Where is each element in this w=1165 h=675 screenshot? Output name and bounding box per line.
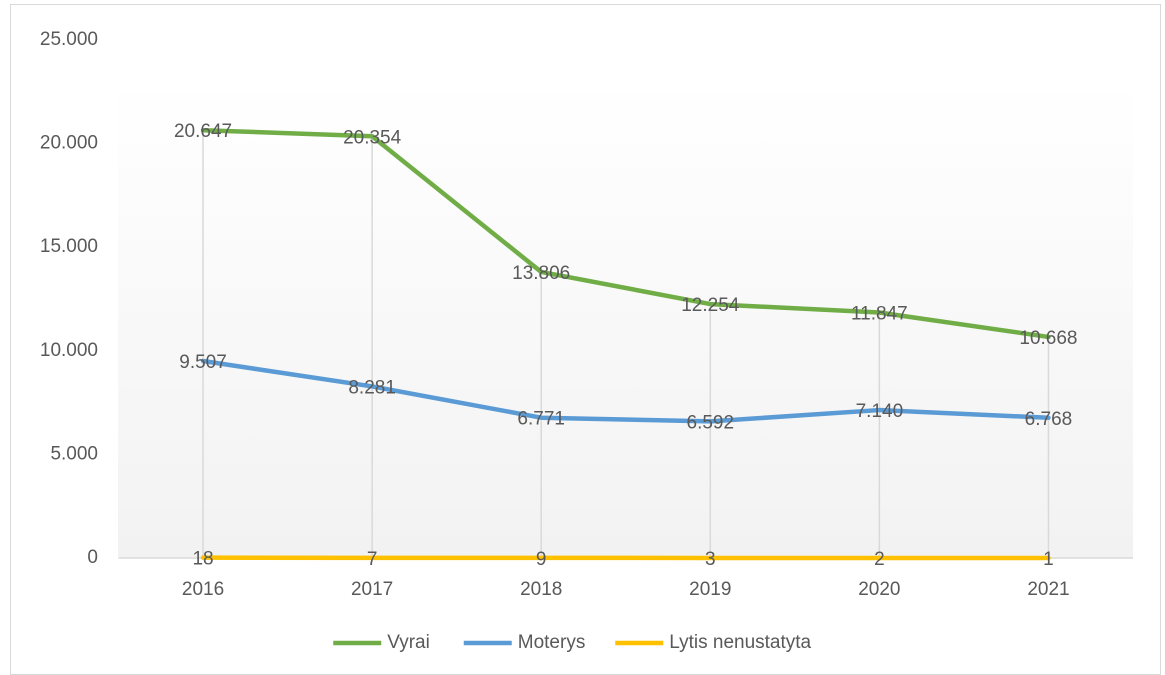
- data-label: 2: [874, 549, 885, 570]
- y-tick-label: 25.000: [40, 29, 98, 50]
- data-label: 6.771: [517, 409, 565, 430]
- series-line: [200, 358, 1051, 424]
- data-label: 9.507: [179, 352, 227, 373]
- legend-label: Lytis nenustatyta: [669, 632, 811, 653]
- data-label: 10.668: [1019, 328, 1077, 349]
- y-tick-label: 5.000: [50, 443, 98, 464]
- data-label: 20.647: [174, 121, 232, 142]
- data-label: 11.847: [851, 304, 908, 325]
- x-tick-label: 2019: [689, 579, 731, 600]
- x-tick-label: 2020: [858, 579, 900, 600]
- x-tick-label: 2018: [520, 579, 562, 600]
- data-label: 13.806: [512, 263, 570, 284]
- data-label: 3: [705, 549, 716, 570]
- plot-background: [118, 80, 1133, 558]
- data-label: 1: [1043, 549, 1054, 570]
- data-label: 18: [192, 549, 213, 570]
- x-tick-label: 2016: [182, 579, 224, 600]
- data-label: 7.140: [856, 401, 904, 422]
- data-label: 20.354: [343, 127, 402, 148]
- y-tick-label: 20.000: [40, 133, 98, 154]
- data-label: 8.281: [348, 377, 396, 398]
- y-tick-label: 10.000: [40, 340, 98, 361]
- data-label: 7: [367, 549, 378, 570]
- data-label: 6.592: [687, 412, 735, 433]
- legend-label: Vyrai: [387, 632, 430, 653]
- legend-label: Moterys: [518, 632, 586, 653]
- x-tick-label: 2021: [1027, 579, 1069, 600]
- data-label: 12.254: [681, 295, 740, 316]
- x-tick-label: 2017: [351, 579, 393, 600]
- data-label: 9: [536, 549, 547, 570]
- data-label: 6.768: [1025, 409, 1073, 430]
- series-line: [200, 127, 1051, 340]
- y-tick-label: 0: [87, 547, 98, 568]
- y-tick-label: 15.000: [40, 236, 98, 257]
